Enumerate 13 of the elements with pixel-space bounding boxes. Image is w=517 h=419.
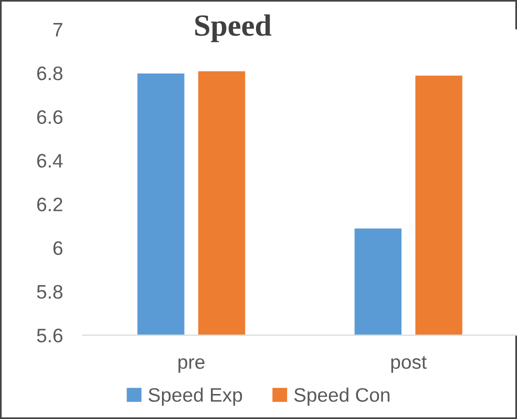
y-tick-label: 6 xyxy=(53,241,62,256)
y-tick-label: 6.4 xyxy=(37,154,63,168)
y-tick-label: 6.8 xyxy=(37,66,62,80)
x-tick-label: pre xyxy=(178,358,204,373)
chart-title: Speed xyxy=(195,14,272,42)
y-tick-label: 6.2 xyxy=(37,198,62,212)
y-tick-label: 7 xyxy=(53,23,62,36)
y-tick-label: 5.8 xyxy=(37,284,62,299)
y-tick-label: 5.6 xyxy=(37,328,62,342)
legend-label: Speed Exp xyxy=(148,388,242,406)
legend-label: Speed Con xyxy=(294,388,390,406)
y-tick-label: 6.6 xyxy=(37,110,62,124)
x-tick-label: post xyxy=(391,356,427,373)
